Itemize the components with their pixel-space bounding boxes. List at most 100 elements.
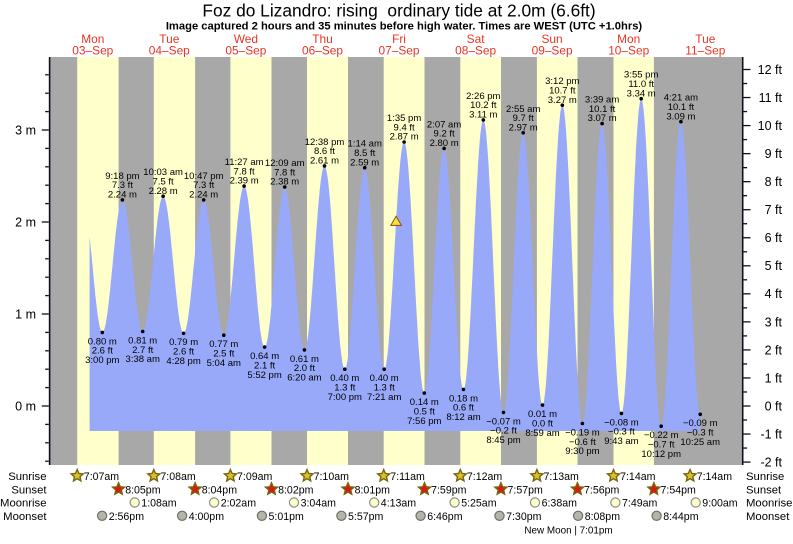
svg-text:0.6 ft: 0.6 ft — [453, 403, 474, 414]
svg-text:−0.22 m: −0.22 m — [644, 430, 679, 441]
svg-text:6 ft: 6 ft — [765, 231, 783, 245]
svg-text:3:12 pm: 3:12 pm — [545, 76, 579, 87]
svg-text:0.61 m: 0.61 m — [290, 354, 319, 365]
svg-text:0.81 m: 0.81 m — [128, 335, 157, 346]
svg-text:Sunrise: Sunrise — [746, 471, 784, 483]
svg-text:9:30 pm: 9:30 pm — [565, 446, 599, 457]
svg-text:7.8 ft: 7.8 ft — [274, 167, 295, 178]
svg-text:5:04 am: 5:04 am — [207, 358, 241, 369]
svg-text:Image captured 2 hours and 35: Image captured 2 hours and 35 minutes be… — [166, 21, 643, 33]
svg-text:8.6 ft: 8.6 ft — [314, 146, 335, 157]
svg-text:7.8 ft: 7.8 ft — [234, 166, 255, 177]
svg-text:2:56pm: 2:56pm — [109, 511, 145, 523]
svg-text:3.09 m: 3.09 m — [666, 111, 695, 122]
svg-text:7:54pm: 7:54pm — [661, 484, 697, 496]
svg-text:Moonset: Moonset — [746, 511, 790, 523]
svg-text:0.01 m: 0.01 m — [528, 409, 557, 420]
svg-text:10–Sep: 10–Sep — [608, 44, 649, 58]
svg-text:2 ft: 2 ft — [765, 343, 783, 357]
svg-text:−0.3 ft: −0.3 ft — [687, 428, 714, 439]
svg-text:2.5 ft: 2.5 ft — [213, 349, 234, 360]
svg-text:1 ft: 1 ft — [765, 371, 783, 385]
svg-text:11 ft: 11 ft — [759, 91, 783, 105]
svg-text:3.11 m: 3.11 m — [469, 110, 497, 121]
svg-text:5:57pm: 5:57pm — [348, 511, 384, 523]
svg-text:8:12 am: 8:12 am — [446, 412, 480, 423]
svg-text:-2 ft: -2 ft — [760, 456, 782, 470]
svg-text:3 m: 3 m — [15, 123, 36, 137]
svg-text:11–Sep: 11–Sep — [685, 44, 725, 58]
svg-text:6:46pm: 6:46pm — [427, 511, 463, 523]
svg-text:New Moon | 7:01pm: New Moon | 7:01pm — [524, 526, 612, 537]
svg-text:6:20 am: 6:20 am — [287, 373, 321, 384]
svg-text:−0.6 ft: −0.6 ft — [569, 437, 596, 448]
svg-text:3:55 pm: 3:55 pm — [624, 70, 658, 81]
svg-text:−0.2 ft: −0.2 ft — [490, 426, 517, 437]
svg-text:10:25 am: 10:25 am — [680, 437, 720, 448]
svg-text:2.59 m: 2.59 m — [350, 157, 379, 168]
svg-text:06–Sep: 06–Sep — [302, 44, 343, 58]
svg-text:9.7 ft: 9.7 ft — [513, 113, 534, 124]
svg-text:1.3 ft: 1.3 ft — [334, 383, 355, 394]
svg-text:08–Sep: 08–Sep — [455, 44, 496, 58]
svg-text:10.1 ft: 10.1 ft — [668, 102, 695, 113]
svg-text:0.40 m: 0.40 m — [370, 373, 399, 384]
svg-text:5 ft: 5 ft — [765, 259, 783, 273]
svg-text:8:45 pm: 8:45 pm — [486, 435, 520, 446]
svg-text:7:09am: 7:09am — [237, 471, 273, 483]
svg-text:7:57pm: 7:57pm — [508, 484, 544, 496]
svg-text:03–Sep: 03–Sep — [72, 44, 113, 58]
svg-text:2.80 m: 2.80 m — [430, 138, 459, 149]
svg-text:5:25am: 5:25am — [461, 498, 497, 510]
svg-text:9 ft: 9 ft — [765, 147, 783, 161]
svg-text:2:55 am: 2:55 am — [506, 104, 540, 115]
svg-text:9:43 am: 9:43 am — [604, 436, 638, 447]
svg-text:0.40 m: 0.40 m — [330, 373, 359, 384]
svg-text:Mon: Mon — [617, 32, 640, 46]
svg-text:0 m: 0 m — [15, 399, 36, 413]
svg-text:12:09 am: 12:09 am — [265, 158, 305, 169]
svg-text:−0.07 m: −0.07 m — [486, 416, 521, 427]
svg-text:12 ft: 12 ft — [758, 63, 783, 77]
svg-text:Tue: Tue — [695, 32, 715, 46]
svg-text:7:14am: 7:14am — [620, 471, 656, 483]
svg-text:7.5 ft: 7.5 ft — [153, 177, 174, 188]
svg-text:3:04am: 3:04am — [301, 498, 337, 510]
svg-text:-1 ft: -1 ft — [760, 427, 782, 441]
svg-text:7:11am: 7:11am — [390, 471, 425, 483]
svg-text:05–Sep: 05–Sep — [225, 44, 266, 58]
svg-text:7:30pm: 7:30pm — [506, 511, 542, 523]
svg-text:3 ft: 3 ft — [765, 315, 783, 329]
svg-text:7.3 ft: 7.3 ft — [193, 180, 214, 191]
svg-text:0.18 m: 0.18 m — [449, 393, 478, 404]
svg-text:6:38am: 6:38am — [542, 498, 578, 510]
svg-text:−0.09 m: −0.09 m — [683, 418, 718, 429]
svg-text:0.79 m: 0.79 m — [169, 337, 198, 348]
svg-text:2.87 m: 2.87 m — [390, 132, 419, 143]
svg-text:1:35 pm: 1:35 pm — [387, 113, 421, 124]
svg-text:Moonrise: Moonrise — [746, 498, 792, 510]
svg-text:2.6 ft: 2.6 ft — [173, 347, 194, 358]
svg-text:Sunset: Sunset — [11, 484, 47, 496]
svg-text:9:00am: 9:00am — [702, 498, 738, 510]
svg-text:7:56 pm: 7:56 pm — [407, 416, 441, 427]
svg-text:7:13am: 7:13am — [544, 471, 580, 483]
svg-text:Fri: Fri — [392, 32, 406, 46]
svg-text:8:04pm: 8:04pm — [202, 484, 238, 496]
svg-text:0 ft: 0 ft — [765, 399, 783, 413]
svg-text:Mon: Mon — [81, 32, 104, 46]
svg-text:Foz do Lizandro: rising ordin: Foz do Lizandro: rising ordinary tide at… — [202, 1, 595, 21]
svg-text:3:38 am: 3:38 am — [126, 354, 160, 365]
svg-text:9.4 ft: 9.4 ft — [394, 122, 415, 133]
svg-text:8:02pm: 8:02pm — [278, 484, 314, 496]
svg-text:10.2 ft: 10.2 ft — [470, 100, 497, 111]
svg-text:Wed: Wed — [234, 32, 258, 46]
svg-text:7.3 ft: 7.3 ft — [112, 180, 133, 191]
svg-text:3.07 m: 3.07 m — [588, 113, 617, 124]
svg-text:Sat: Sat — [467, 32, 486, 46]
svg-text:11.0 ft: 11.0 ft — [628, 79, 654, 90]
svg-text:7:49am: 7:49am — [622, 498, 658, 510]
svg-text:3.27 m: 3.27 m — [548, 95, 577, 106]
svg-text:2:26 pm: 2:26 pm — [466, 91, 500, 102]
svg-text:7 ft: 7 ft — [765, 203, 783, 217]
